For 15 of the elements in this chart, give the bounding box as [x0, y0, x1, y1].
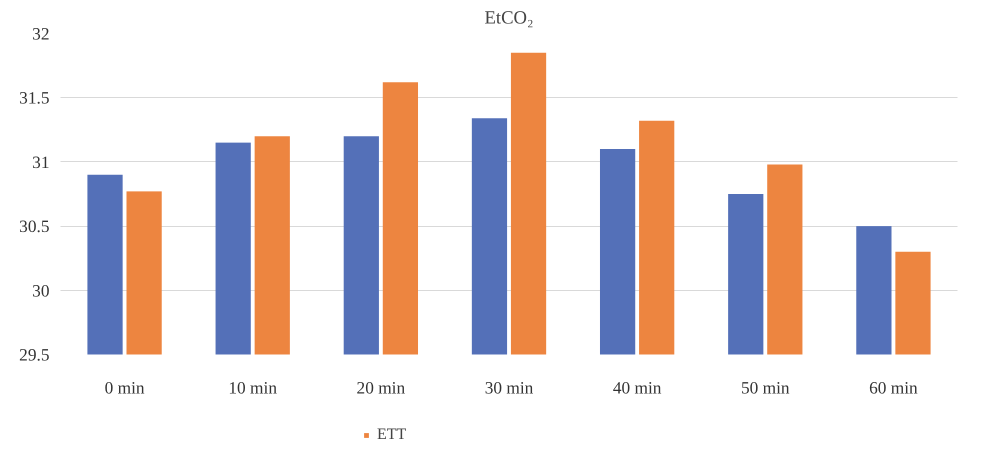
y-tick-label: 30.5 — [19, 217, 50, 236]
y-tick-label: 32 — [32, 24, 50, 44]
y-tick-label: 31 — [32, 152, 50, 172]
x-tick-label: 50 min — [740, 378, 790, 398]
y-tick-label: 30 — [32, 281, 50, 300]
x-tick-label: 60 min — [869, 378, 918, 398]
x-tick-label: 40 min — [612, 378, 662, 398]
legend-label: ETT — [377, 426, 406, 444]
y-tick-label: 29.5 — [19, 346, 50, 364]
chart-title: EtCO₂ — [484, 8, 534, 28]
x-tick-label: 10 min — [228, 378, 278, 398]
x-tick-label: 20 min — [356, 378, 406, 398]
x-tick-label: 0 min — [104, 378, 145, 398]
y-tick-label: 31.5 — [19, 88, 50, 108]
x-tick-label: 30 min — [484, 378, 534, 398]
